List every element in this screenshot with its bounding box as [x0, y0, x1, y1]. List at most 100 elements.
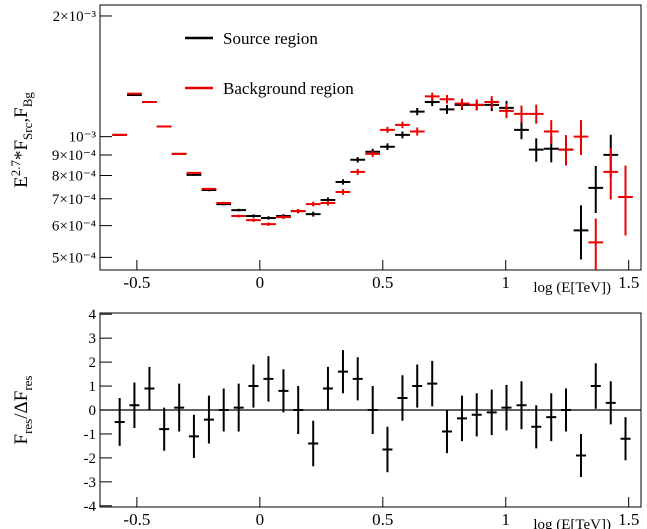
x-tick-label: 0: [256, 273, 265, 292]
error-cross: [290, 209, 306, 214]
error-cross: [337, 350, 348, 394]
error-cross: [261, 222, 276, 226]
error-cross: [588, 165, 604, 214]
error-cross: [174, 383, 185, 432]
error-cross: [203, 395, 214, 444]
x-tick-label: 0.5: [372, 273, 393, 292]
error-cross: [382, 426, 393, 473]
error-cross: [246, 214, 261, 218]
y-tick-label: -2: [84, 451, 97, 467]
error-cross: [514, 120, 529, 140]
y-tick-label: 2: [89, 355, 97, 371]
error-cross: [618, 165, 633, 236]
error-cross: [471, 393, 482, 437]
y-axis-label-part: res: [20, 376, 35, 391]
error-cross: [350, 156, 366, 163]
x-axis-label: log (E[TeV]): [533, 280, 611, 296]
y-tick-label: 1: [89, 379, 97, 395]
y-tick-label: 3: [89, 331, 97, 347]
y-axis-label-part: res: [20, 419, 35, 434]
y-tick-label: -1: [84, 427, 97, 443]
error-cross: [560, 388, 571, 432]
y-axis-label-part: 2.7: [8, 160, 23, 177]
error-cross: [395, 121, 410, 129]
error-cross: [276, 215, 291, 220]
error-cross: [335, 179, 351, 185]
error-cross: [546, 393, 557, 442]
error-cross: [412, 364, 423, 408]
x-tick-label: -0.5: [123, 510, 150, 529]
error-cross: [159, 407, 170, 451]
error-cross: [441, 410, 452, 454]
x-tick-label: 1.5: [618, 510, 639, 529]
x-tick-label: 0.5: [372, 510, 393, 529]
error-cross: [543, 120, 559, 144]
error-cross: [186, 173, 202, 176]
error-cross: [246, 218, 261, 222]
error-cross: [605, 381, 616, 425]
error-cross: [171, 152, 187, 155]
error-cross: [350, 168, 366, 175]
error-cross: [558, 135, 574, 166]
y-axis-label-part: Src: [20, 122, 35, 140]
legend-label: Background region: [223, 79, 354, 98]
x-tick-label: 1: [502, 510, 511, 529]
error-cross: [216, 201, 232, 205]
error-cross: [424, 92, 440, 101]
error-cross: [144, 366, 155, 410]
error-cross: [365, 150, 381, 157]
error-cross: [528, 138, 544, 162]
error-cross: [335, 189, 351, 195]
y-axis-label-part: /ΔF: [11, 391, 32, 419]
error-cross: [469, 99, 485, 111]
y-axis-label-part: *F: [11, 140, 32, 160]
y-axis-label-part: F: [11, 434, 32, 445]
error-cross: [454, 98, 470, 109]
y-tick-label: 6×10⁻⁴: [52, 219, 96, 235]
error-cross: [231, 208, 247, 212]
error-cross: [620, 417, 631, 461]
error-cross: [531, 405, 542, 449]
error-cross: [114, 398, 125, 446]
error-cross: [231, 214, 247, 218]
error-cross: [263, 356, 274, 402]
error-cross: [233, 383, 244, 432]
y-axis-label: Fres/ΔFres: [11, 376, 35, 445]
y-axis-label-part: Bg: [20, 92, 35, 108]
error-cross: [427, 360, 438, 407]
y-tick-label: 0: [89, 403, 97, 419]
y-tick-label: 8×10⁻⁴: [52, 169, 96, 185]
error-cross: [588, 218, 604, 270]
error-cross: [380, 143, 395, 151]
error-cross: [397, 375, 408, 421]
error-cross: [409, 127, 425, 136]
error-cross: [486, 389, 497, 436]
y-tick-label: -3: [84, 475, 97, 491]
error-cross: [293, 386, 304, 434]
legend-label: Source region: [223, 29, 318, 48]
y-tick-label: 10⁻³: [69, 130, 97, 146]
error-cross: [484, 96, 500, 109]
error-cross: [573, 205, 589, 260]
error-cross: [409, 107, 425, 116]
error-cross: [590, 363, 601, 409]
error-cross: [129, 382, 140, 428]
x-tick-label: 1.5: [618, 273, 639, 292]
error-cross: [305, 211, 321, 217]
error-cross: [439, 95, 455, 104]
y-axis-label-part: E: [11, 176, 32, 188]
x-axis-label: log (E[TeV]): [533, 517, 611, 529]
y-tick-label: 5×10⁻⁴: [52, 250, 96, 266]
error-cross: [439, 104, 455, 114]
error-cross: [367, 386, 378, 434]
error-cross: [186, 171, 202, 175]
error-cross: [156, 125, 172, 128]
error-cross: [573, 120, 589, 156]
error-cross: [395, 131, 410, 139]
error-cross: [501, 384, 512, 431]
error-cross: [305, 201, 321, 207]
series: [114, 350, 631, 478]
error-cross: [248, 364, 259, 408]
error-cross: [127, 92, 142, 95]
